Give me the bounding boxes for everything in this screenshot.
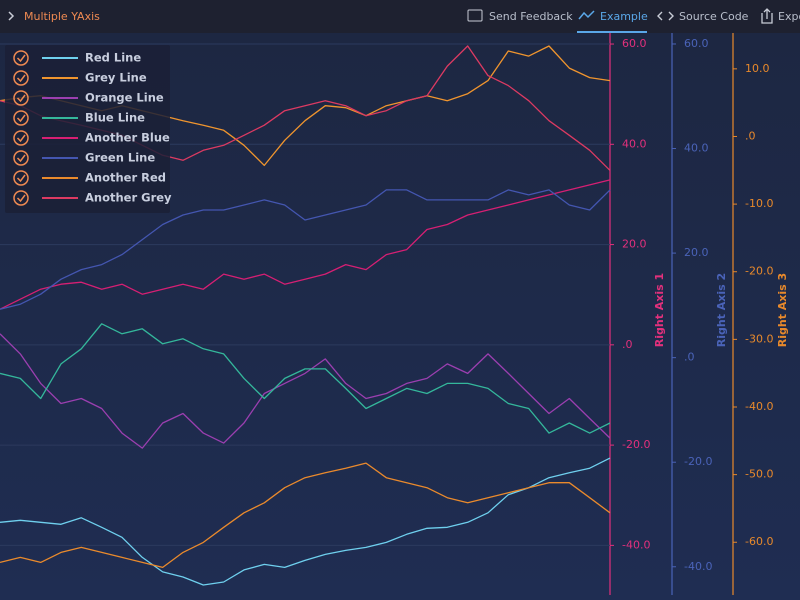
axis-title: Right Axis 1 xyxy=(653,273,666,347)
y-tick-label: -20.0 xyxy=(684,455,712,468)
legend-item[interactable]: Grey Line xyxy=(13,70,147,86)
check-mark xyxy=(16,174,26,183)
y-tick-label: 20.0 xyxy=(622,238,647,251)
y-tick-label: 40.0 xyxy=(622,137,647,150)
series-line xyxy=(0,333,611,449)
toolbar-button[interactable]: Export xyxy=(778,10,800,23)
legend-item[interactable]: Green Line xyxy=(13,150,155,166)
axis-title: Right Axis 3 xyxy=(776,273,789,347)
toolbar-button[interactable]: Source Code xyxy=(679,10,749,23)
code-icon[interactable] xyxy=(657,11,674,21)
toolbar xyxy=(0,0,800,33)
legend-label: Orange Line xyxy=(85,91,164,105)
series-line xyxy=(0,462,611,569)
page-title: Multiple YAxis xyxy=(24,10,100,23)
y-tick-label: .0 xyxy=(745,129,756,142)
y-tick-label: -10.0 xyxy=(745,197,773,210)
toolbar-button[interactable]: Send Feedback xyxy=(489,10,573,23)
y-tick-label: -40.0 xyxy=(684,560,712,573)
legend-label: Red Line xyxy=(85,51,141,65)
legend-label: Grey Line xyxy=(85,71,147,85)
check-mark xyxy=(16,154,26,163)
legend-checkbox[interactable] xyxy=(13,110,29,126)
legend-checkbox[interactable] xyxy=(13,50,29,66)
legend-item[interactable]: Red Line xyxy=(13,50,141,66)
y-tick-label: -30.0 xyxy=(745,332,773,345)
y-tick-label: -60.0 xyxy=(745,535,773,548)
y-tick-label: -40.0 xyxy=(622,538,650,551)
y-tick-label: -50.0 xyxy=(745,468,773,481)
feedback-icon[interactable] xyxy=(467,9,483,22)
check-mark xyxy=(16,194,26,203)
y-tick-label: 60.0 xyxy=(622,37,647,50)
legend-checkbox[interactable] xyxy=(13,170,29,186)
y-tick-label: 20.0 xyxy=(684,246,709,259)
series-line xyxy=(0,189,611,310)
series-line xyxy=(0,179,611,310)
check-mark xyxy=(16,54,26,63)
y-tick-label: -20.0 xyxy=(622,438,650,451)
legend-checkbox[interactable] xyxy=(13,190,29,206)
legend-item[interactable]: Another Blue xyxy=(13,130,170,146)
export-icon[interactable] xyxy=(761,8,773,24)
legend-item[interactable]: Blue Line xyxy=(13,110,145,126)
check-mark xyxy=(16,114,26,123)
legend-label: Another Blue xyxy=(85,131,170,145)
legend-checkbox[interactable] xyxy=(13,130,29,146)
example-icon[interactable] xyxy=(578,10,595,20)
check-mark xyxy=(16,134,26,143)
legend-checkbox[interactable] xyxy=(13,70,29,86)
legend-label: Blue Line xyxy=(85,111,145,125)
toolbar-button[interactable]: Example xyxy=(600,10,648,23)
check-mark xyxy=(16,74,26,83)
legend-box xyxy=(5,45,170,213)
y-tick-label: .0 xyxy=(684,351,695,364)
y-tick-label: 40.0 xyxy=(684,142,709,155)
legend: Red Line Grey Line Orange Line Blue Line Ano… xyxy=(5,45,172,213)
legend-checkbox[interactable] xyxy=(13,90,29,106)
legend-label: Another Grey xyxy=(85,191,172,205)
chevron-icon[interactable] xyxy=(8,11,15,21)
axis-title: Right Axis 2 xyxy=(715,273,728,347)
legend-item[interactable]: Another Grey xyxy=(13,190,172,206)
y-tick-label: -20.0 xyxy=(745,265,773,278)
legend-item[interactable]: Orange Line xyxy=(13,90,164,106)
series-line xyxy=(0,457,611,586)
legend-item[interactable]: Another Red xyxy=(13,170,166,186)
y-tick-label: 10.0 xyxy=(745,62,770,75)
series-line xyxy=(0,323,611,434)
check-mark xyxy=(16,94,26,103)
y-tick-label: 60.0 xyxy=(684,37,709,50)
legend-label: Green Line xyxy=(85,151,155,165)
active-tab-underline xyxy=(577,31,647,33)
legend-checkbox[interactable] xyxy=(13,150,29,166)
y-tick-label: -40.0 xyxy=(745,400,773,413)
y-tick-label: .0 xyxy=(622,338,633,351)
legend-label: Another Red xyxy=(85,171,166,185)
